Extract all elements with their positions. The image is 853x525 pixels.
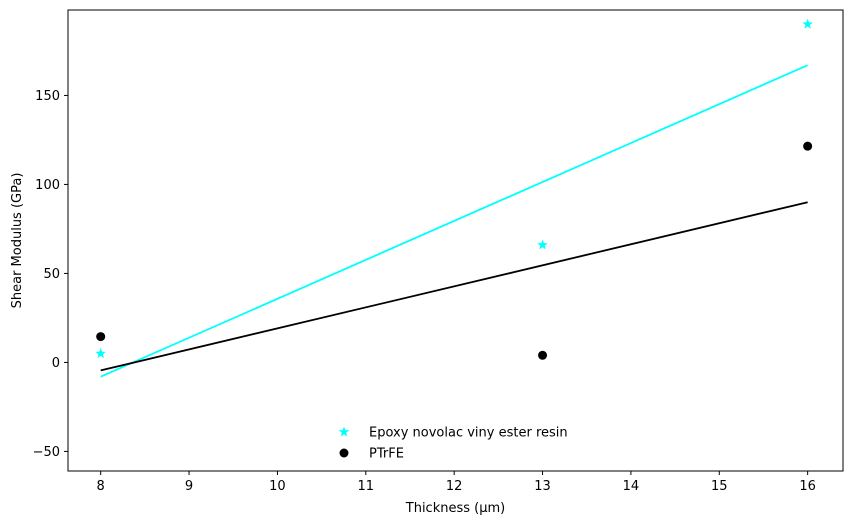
x-tick-label: 15	[711, 479, 728, 494]
fit-line	[100, 201, 808, 372]
data-point	[538, 350, 548, 360]
legend-label: Epoxy novolac viny ester resin	[369, 426, 568, 441]
y-axis-label: Shear Modulus (GPa)	[10, 173, 25, 309]
legend-marker	[339, 448, 349, 458]
y-tick-label: 0	[52, 356, 60, 371]
y-tick-label: 150	[35, 89, 60, 104]
plot-frame	[67, 9, 844, 472]
x-tick-label: 10	[269, 479, 286, 494]
x-axis-label: Thickness (μm)	[405, 501, 505, 516]
legend-entry: PTrFE	[339, 447, 404, 462]
data-point	[802, 18, 813, 29]
y-tick-label: 100	[35, 178, 60, 193]
x-tick-label: 16	[799, 479, 816, 494]
legend-entry: Epoxy novolac viny ester resin	[338, 426, 568, 441]
x-tick-label: 14	[623, 479, 640, 494]
plot-area	[95, 18, 813, 378]
y-tick-label: 50	[43, 267, 60, 282]
data-point	[95, 348, 106, 358]
legend-label: PTrFE	[369, 447, 404, 462]
x-tick-label: 8	[97, 479, 105, 494]
y-tick-label: −50	[33, 445, 60, 460]
legend: Epoxy novolac viny ester resin PTrFE	[338, 426, 568, 462]
data-point	[96, 332, 106, 342]
fit-line	[100, 64, 809, 378]
legend-marker	[338, 426, 350, 437]
data-point	[803, 141, 813, 151]
data-point	[537, 239, 548, 250]
x-tick-label: 9	[185, 479, 193, 494]
x-tick-label: 11	[358, 479, 375, 494]
axes: 8 9 10 11 12 13 14 15 16 −50 0 50 100 150	[33, 9, 844, 494]
x-tick-label: 13	[534, 479, 551, 494]
x-tick-label: 12	[446, 479, 463, 494]
